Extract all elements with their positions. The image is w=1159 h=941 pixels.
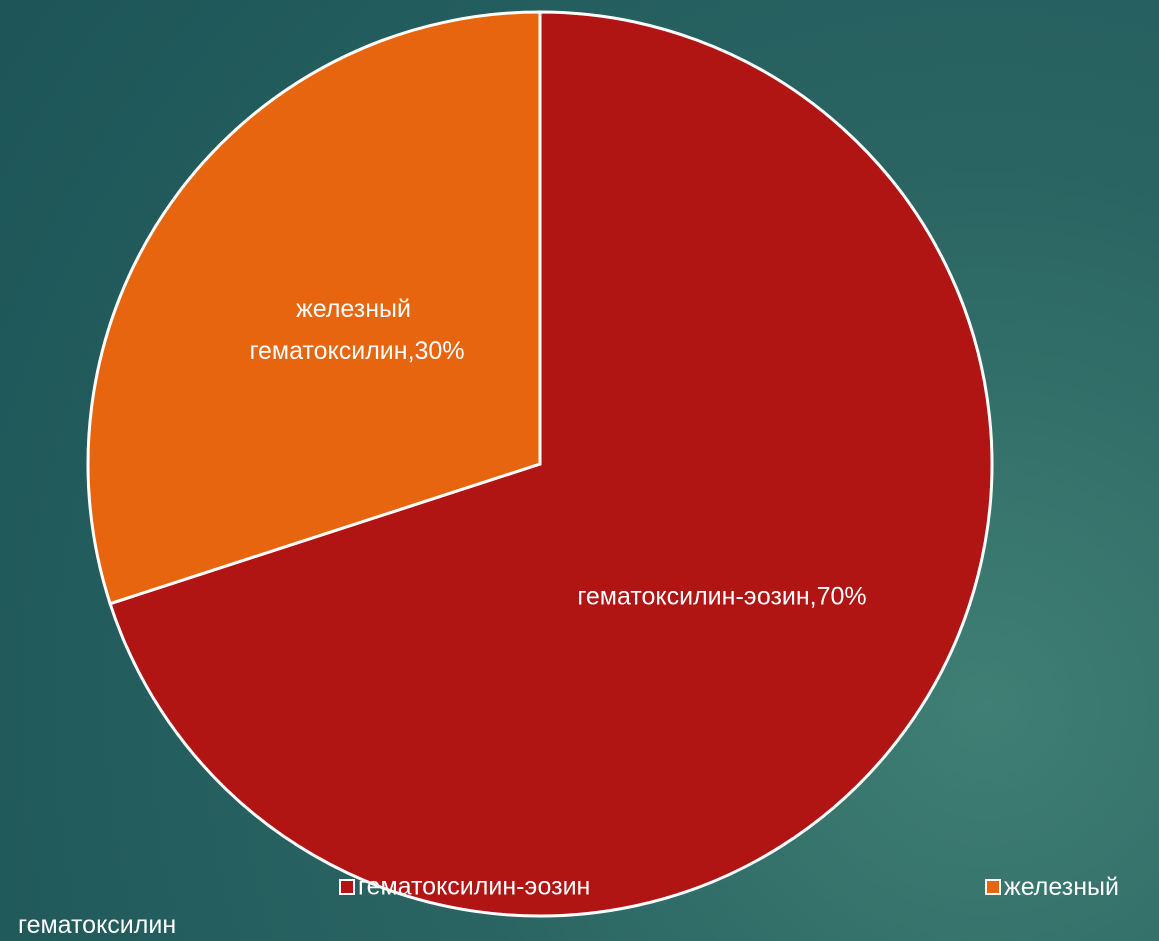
pie-slice: [108, 10, 994, 918]
data-label: гематоксилин-эозин,70%: [577, 583, 866, 611]
legend-label: гематоксилин-эозин: [358, 873, 590, 901]
legend-swatch: [985, 879, 1001, 895]
data-label: железный гематоксилин,30%: [249, 295, 464, 365]
legend-swatch: [339, 879, 355, 895]
legend-label: железный гематоксилин: [18, 873, 1126, 939]
pie-slice: [86, 10, 542, 606]
